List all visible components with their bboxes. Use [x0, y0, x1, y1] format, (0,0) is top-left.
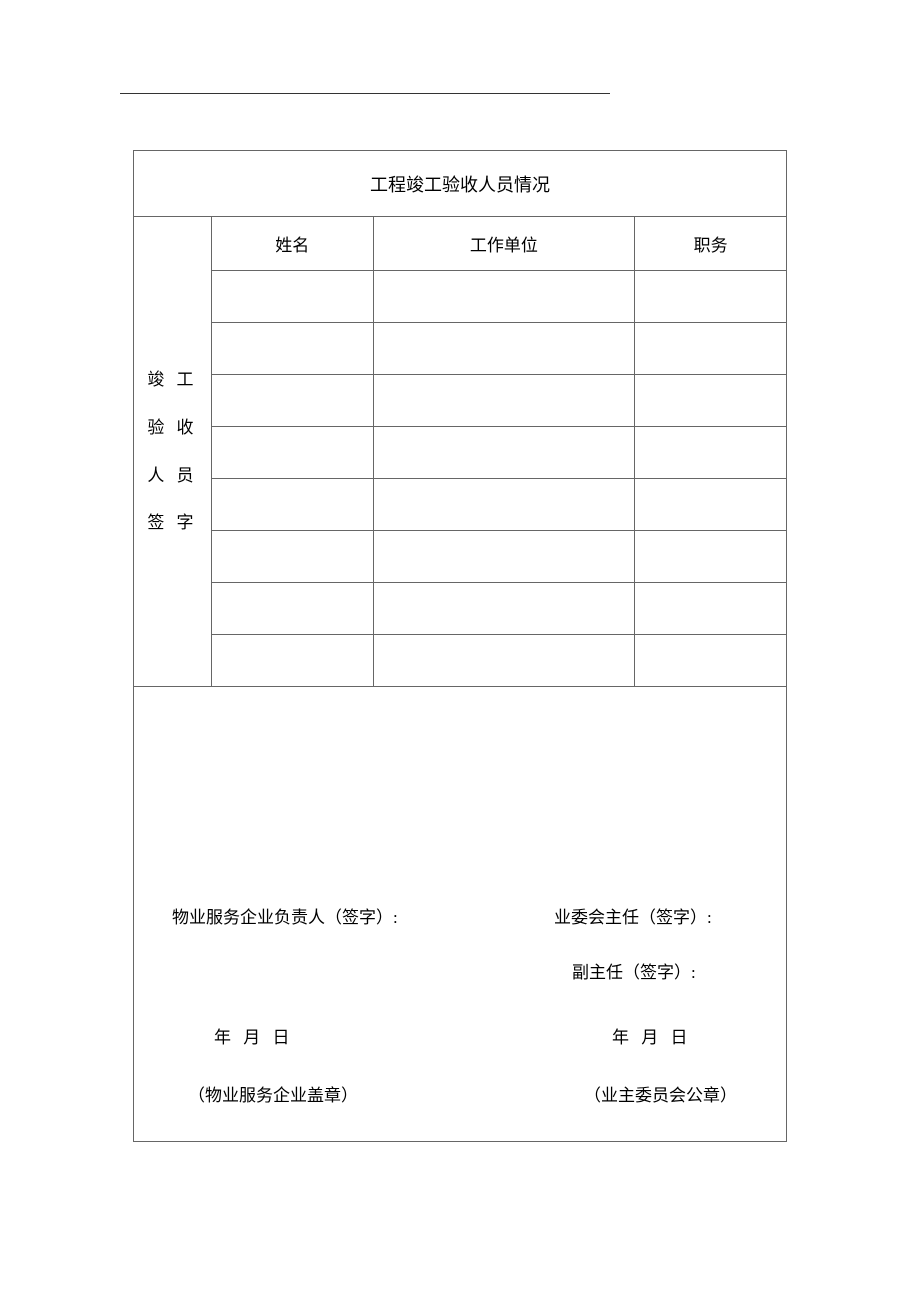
- cell-name: [211, 531, 373, 583]
- right-date-label: 年 月 日: [612, 1023, 692, 1048]
- cell-unit: [373, 479, 635, 531]
- table-row: [134, 323, 787, 375]
- cell-position: [635, 271, 787, 323]
- table-header-row: 竣 工验 收人 员签 字 姓名 工作单位 职务: [134, 217, 787, 271]
- cell-unit: [373, 323, 635, 375]
- cell-name: [211, 479, 373, 531]
- column-header-unit: 工作单位: [373, 217, 635, 271]
- table-row: [134, 583, 787, 635]
- cell-position: [635, 427, 787, 479]
- left-date-label: 年 月 日: [214, 1023, 294, 1048]
- cell-name: [211, 635, 373, 687]
- signature-row: 物业服务企业负责人（签字）: 业委会主任（签字）: 副主任（签字）: 年 月 日…: [134, 687, 787, 1142]
- cell-unit: [373, 531, 635, 583]
- table-title: 工程竣工验收人员情况: [134, 151, 787, 217]
- cell-name: [211, 427, 373, 479]
- cell-unit: [373, 271, 635, 323]
- property-stamp-label: （物业服务企业盖章）: [188, 1081, 358, 1106]
- cell-name: [211, 583, 373, 635]
- table-row: [134, 531, 787, 583]
- signature-area: 物业服务企业负责人（签字）: 业委会主任（签字）: 副主任（签字）: 年 月 日…: [134, 687, 786, 1141]
- acceptance-personnel-table: 工程竣工验收人员情况 竣 工验 收人 员签 字 姓名 工作单位 职务: [133, 150, 787, 1142]
- cell-position: [635, 375, 787, 427]
- cell-position: [635, 635, 787, 687]
- table-row: [134, 635, 787, 687]
- cell-position: [635, 323, 787, 375]
- cell-unit: [373, 635, 635, 687]
- cell-position: [635, 583, 787, 635]
- sidebar-label: 竣 工验 收人 员签 字: [134, 217, 212, 687]
- cell-unit: [373, 427, 635, 479]
- committee-stamp-label: （业主委员会公章）: [584, 1081, 737, 1106]
- committee-director-signature-label: 业委会主任（签字）:: [554, 903, 712, 928]
- cell-position: [635, 531, 787, 583]
- table-row: [134, 479, 787, 531]
- table-row: [134, 271, 787, 323]
- column-header-position: 职务: [635, 217, 787, 271]
- cell-unit: [373, 583, 635, 635]
- cell-name: [211, 323, 373, 375]
- cell-unit: [373, 375, 635, 427]
- cell-position: [635, 479, 787, 531]
- property-manager-signature-label: 物业服务企业负责人（签字）:: [172, 903, 398, 928]
- cell-name: [211, 271, 373, 323]
- cell-name: [211, 375, 373, 427]
- column-header-name: 姓名: [211, 217, 373, 271]
- table-row: [134, 427, 787, 479]
- header-underline: [120, 93, 610, 94]
- table-row: [134, 375, 787, 427]
- deputy-director-signature-label: 副主任（签字）:: [572, 958, 696, 983]
- table-title-row: 工程竣工验收人员情况: [134, 151, 787, 217]
